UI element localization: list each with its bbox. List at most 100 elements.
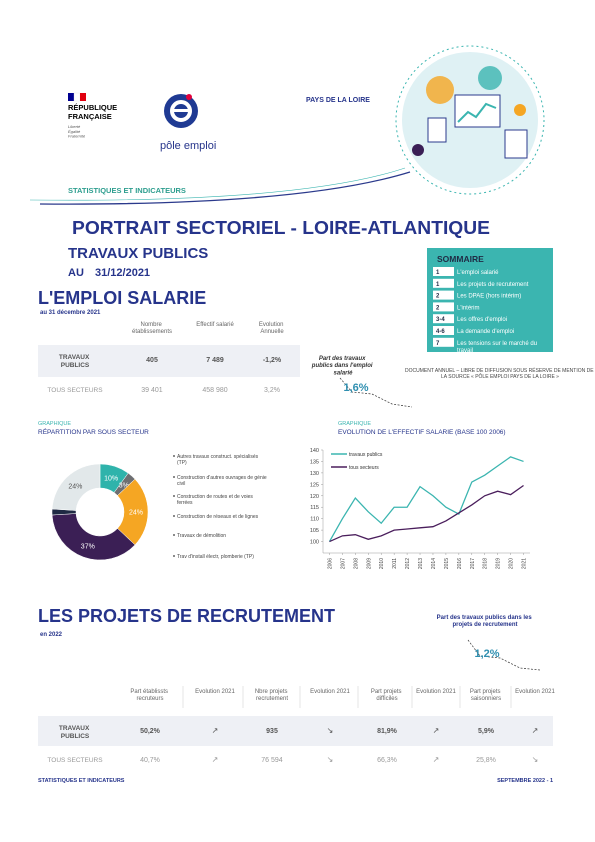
y-tick-label: 105 <box>310 528 319 534</box>
sommaire-label: Les offres d'emploi <box>457 317 507 323</box>
legend-bullet <box>173 476 175 478</box>
trend-arrow: ↗ <box>433 755 440 764</box>
flag-white <box>73 92 81 102</box>
series-line <box>329 484 524 543</box>
y-tick-label: 130 <box>310 471 319 477</box>
footer-right: SEPTEMBRE 2022 - 1 <box>497 778 553 784</box>
sommaire-page-box <box>433 278 454 288</box>
sommaire-label: Les projets de recrutement <box>457 282 529 288</box>
table-header: Evolution 2021 <box>195 689 235 695</box>
x-tick-label: 2012 <box>405 558 411 569</box>
devise: Liberté Égalité Fraternité <box>68 124 86 139</box>
table-header: Evolution 2021 <box>515 689 555 695</box>
illustration-trend <box>457 102 497 123</box>
sommaire-page-box <box>433 337 454 347</box>
illustration-gear <box>426 76 454 104</box>
x-tick-label: 2009 <box>366 558 372 569</box>
y-tick-label: 115 <box>310 505 319 511</box>
flag-red <box>80 93 86 101</box>
x-tick-label: 2019 <box>496 558 502 569</box>
sommaire-page-box <box>433 290 454 300</box>
table-cell: 7 489 <box>206 357 224 364</box>
sommaire-label: L'intérim <box>457 305 480 311</box>
share-value: 1,6% <box>343 382 368 394</box>
sommaire-page-box <box>433 314 454 324</box>
title: PORTRAIT SECTORIEL - LOIRE-ATLANTIQUE <box>72 218 490 238</box>
legend-bullet <box>173 534 175 536</box>
slice-label: 24% <box>68 483 82 490</box>
region: PAYS DE LA LOIRE <box>306 97 370 104</box>
sommaire-page: 1 <box>436 282 440 288</box>
slice-label: 10% <box>104 475 118 482</box>
legend-label: Trav d'install électr, plomberie (TP) <box>177 554 254 560</box>
legend-label: tous secteurs <box>349 465 379 471</box>
section-title: LES PROJETS DE RECRUTEMENT <box>38 606 335 626</box>
x-tick-label: 2020 <box>509 558 515 569</box>
x-tick-label: 2007 <box>340 558 346 569</box>
y-tick-label: 120 <box>310 494 319 500</box>
table-header: Effectif salarié <box>196 322 234 328</box>
sommaire-label: Les DPAE (hors intérim) <box>457 294 521 300</box>
x-tick-label: 2013 <box>418 558 424 569</box>
illustration-person <box>412 144 424 156</box>
sommaire-page-box <box>433 302 454 312</box>
table-cell: 3,2% <box>264 387 280 394</box>
y-tick-label: 125 <box>310 482 319 488</box>
row-label: TRAVAUX PUBLICS <box>59 354 91 369</box>
trend-arrow: ↗ <box>212 755 219 764</box>
table-cell: 458 980 <box>202 387 227 394</box>
sommaire-page: 7 <box>436 341 440 347</box>
footer-left: STATISTIQUES ET INDICATEURS <box>38 778 125 784</box>
trend-arrow: ↗ <box>433 726 440 735</box>
date-prefix: AU <box>68 267 84 279</box>
table-header: Part projets saisonniers <box>470 689 502 702</box>
trend-arrow: ↗ <box>532 726 539 735</box>
y-tick-label: 110 <box>310 517 319 523</box>
trend-arrow: ↘ <box>327 726 334 735</box>
illustration-doc <box>504 129 528 159</box>
chart-subtitle: (BASE 100 2006) <box>455 429 506 436</box>
table-cell: 81,9% <box>377 728 398 735</box>
sommaire-page: 2 <box>436 305 440 311</box>
legend-label: Travaux de démolition <box>177 533 226 539</box>
row-label: TRAVAUX PUBLICS <box>59 725 91 740</box>
x-tick-label: 2018 <box>483 558 489 569</box>
sector: TRAVAUX PUBLICS <box>68 245 208 262</box>
table-header: Evolution 2021 <box>310 689 350 695</box>
legend-bullet <box>173 515 175 517</box>
share-deco <box>339 377 413 408</box>
section-title: L'EMPLOI SALARIE <box>38 288 206 308</box>
legend-bullet <box>173 555 175 557</box>
legend-label: Construction de réseaux et de lignes <box>177 514 259 520</box>
table-cell: -1,2% <box>263 357 282 364</box>
sommaire-page: 2 <box>436 294 440 300</box>
share-label: Part des travaux publics dans les projet… <box>437 615 534 628</box>
sommaire-page: 3-4 <box>436 317 445 323</box>
trend-arrow: ↘ <box>532 755 539 764</box>
table-cell: 50,2% <box>140 728 161 735</box>
chart-title: EVOLUTION DE L'EFFECTIF SALARIE <box>338 429 454 436</box>
sommaire-page: 4-6 <box>436 329 445 335</box>
table-cell: 39 401 <box>141 387 163 394</box>
x-tick-label: 2010 <box>379 558 385 569</box>
x-tick-label: 2011 <box>392 558 398 569</box>
chart-label: GRAPHIQUE <box>338 421 371 427</box>
table-cell: 405 <box>146 357 158 364</box>
sommaire-label: La demande d'emploi <box>457 329 514 335</box>
sommaire-page-box <box>433 267 454 276</box>
legend-bullet <box>173 455 175 457</box>
x-tick-label: 2008 <box>353 558 359 569</box>
flag-blue <box>68 93 74 101</box>
x-tick-label: 2021 <box>522 558 528 569</box>
table-cell: 76 594 <box>261 757 283 764</box>
series: STATISTIQUES ET INDICATEURS <box>68 186 186 195</box>
table-cell: 5,9% <box>478 728 495 735</box>
share-label: Part des travaux publics dans l'emploi s… <box>311 356 374 376</box>
pie-slice <box>51 513 136 561</box>
pole-emploi-logo-dot <box>186 94 192 100</box>
slice-label: 3% <box>119 482 129 489</box>
table-header: Part projets difficiles <box>371 689 403 702</box>
